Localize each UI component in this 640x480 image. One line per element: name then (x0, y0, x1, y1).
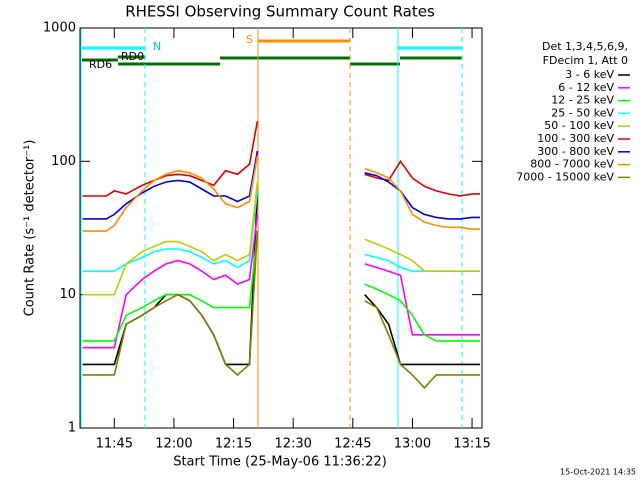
y-tick-label: 1000 (43, 21, 76, 36)
annotation: RD0 (121, 50, 144, 63)
series-line (82, 181, 480, 296)
annotation: S (246, 33, 253, 46)
legend-label: 6 - 12 keV (558, 81, 614, 94)
legend-label: 12 - 25 keV (551, 94, 614, 107)
footer-date: 15-Oct-2021 14:35 (560, 468, 636, 477)
x-tick-label: 13:00 (394, 437, 431, 452)
x-tick-label: 12:45 (334, 437, 371, 452)
legend-label: 25 - 50 keV (551, 106, 614, 119)
legend-label: 7000 - 15000 keV (516, 170, 614, 183)
legend-label: 100 - 300 keV (537, 132, 614, 145)
chart-title: RHESSI Observing Summary Count Rates (125, 3, 435, 21)
y-axis-label: Count Rate (s⁻¹ detector⁻¹) (23, 140, 38, 317)
series-line (82, 155, 480, 232)
legend-label: 800 - 7000 keV (530, 158, 614, 171)
y-tick-label: 10 (59, 287, 76, 302)
legend-label: 50 - 100 keV (544, 119, 614, 132)
y-tick-label: 100 (51, 154, 76, 169)
y-tick-label: 1 (68, 421, 76, 436)
series-line (82, 231, 480, 342)
series-line (82, 231, 480, 390)
x-tick-label: 12:00 (155, 437, 192, 452)
x-tick-label: 13:15 (453, 437, 490, 452)
legend-label: 3 - 6 keV (565, 68, 614, 81)
legend-label: 300 - 800 keV (537, 145, 614, 158)
plot-frame (79, 27, 483, 429)
annotation: RD6 (89, 58, 112, 71)
x-axis-label: Start Time (25-May-06 11:36:22) (173, 455, 387, 470)
annotation: N (153, 40, 161, 53)
x-tick-label: 11:45 (96, 437, 133, 452)
legend-title: FDecim 1, Att 0 (543, 54, 628, 67)
legend-title: Det 1,3,4,5,6,9, (542, 40, 628, 53)
x-tick-label: 12:30 (274, 437, 311, 452)
series-line (82, 150, 480, 220)
x-tick-label: 12:15 (215, 437, 252, 452)
